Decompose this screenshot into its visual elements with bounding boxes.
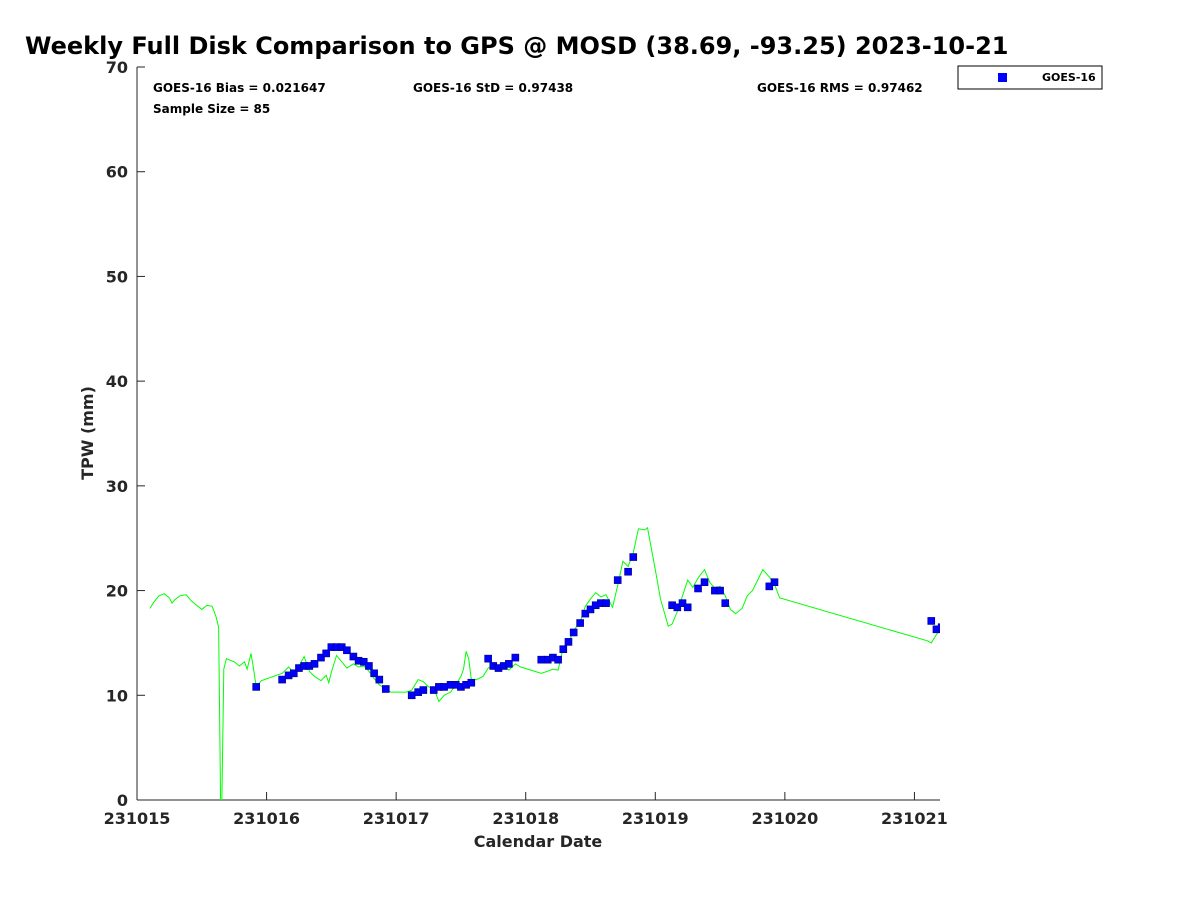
x-tick-label: 231018 <box>492 809 559 828</box>
data-point <box>976 660 983 667</box>
bias-stat: GOES-16 Bias = 0.021647 <box>153 81 326 95</box>
data-point <box>407 691 416 700</box>
data-point <box>993 660 1000 667</box>
data-point <box>943 620 950 627</box>
data-point <box>1013 633 1020 640</box>
data-point <box>569 628 578 637</box>
y-tick-label: 10 <box>106 686 128 705</box>
y-tick-label: 20 <box>106 582 128 601</box>
sample-size-stat: Sample Size = 85 <box>153 102 270 116</box>
chart-title: Weekly Full Disk Comparison to GPS @ MOS… <box>25 32 1008 60</box>
data-point <box>937 623 940 632</box>
data-point <box>1008 638 1015 645</box>
data-point <box>581 609 590 618</box>
data-point <box>694 584 702 593</box>
legend-marker <box>998 73 1007 82</box>
data-point <box>440 683 448 691</box>
x-tick-label: 231019 <box>622 809 689 828</box>
data-point <box>365 662 373 670</box>
data-point <box>419 686 428 694</box>
x-tick-label: 231015 <box>104 809 171 828</box>
data-point <box>310 660 319 668</box>
data-point <box>673 603 682 612</box>
plot-area <box>149 526 1037 800</box>
data-point <box>683 603 692 612</box>
data-point <box>537 655 546 664</box>
data-point <box>349 652 358 661</box>
y-tick-label: 70 <box>106 58 128 77</box>
data-point <box>370 669 378 678</box>
data-point <box>770 578 779 586</box>
x-tick-label: 231016 <box>233 809 300 828</box>
data-point <box>317 653 325 662</box>
data-point <box>505 660 513 668</box>
data-point <box>375 675 384 684</box>
data-point <box>721 599 730 607</box>
gps-line <box>149 526 940 800</box>
legend-label: GOES-16 <box>1042 71 1096 84</box>
y-axis-label: TPW (mm) <box>78 386 97 480</box>
data-point <box>1003 648 1010 655</box>
data-point <box>613 576 622 584</box>
data-point <box>629 553 638 561</box>
data-point <box>252 683 261 691</box>
data-point <box>1018 628 1025 635</box>
data-point <box>484 654 492 663</box>
data-point <box>559 645 568 654</box>
rms-stat: GOES-16 RMS = 0.97462 <box>757 81 923 95</box>
data-point <box>467 678 476 687</box>
data-point <box>1025 624 1032 631</box>
data-point <box>765 582 774 591</box>
legend-box <box>957 65 1103 90</box>
y-tick-label: 50 <box>106 267 128 286</box>
y-tick-label: 40 <box>106 372 128 391</box>
data-point <box>278 675 286 684</box>
x-tick-label: 231020 <box>751 809 818 828</box>
data-point <box>716 586 724 595</box>
y-ticks: 0 10 20 30 40 50 60 70 <box>106 58 145 810</box>
data-point <box>564 638 573 646</box>
data-point <box>960 624 967 631</box>
std-stat: GOES-16 StD = 0.97438 <box>413 81 573 95</box>
data-point <box>927 617 936 625</box>
y-tick-label: 30 <box>106 477 128 496</box>
data-point <box>965 644 972 651</box>
data-point <box>359 657 368 666</box>
data-point <box>289 669 298 678</box>
data-point <box>586 605 595 614</box>
data-point <box>381 685 390 693</box>
data-point <box>678 599 687 607</box>
data-point <box>949 622 956 629</box>
data-point <box>971 652 978 659</box>
y-tick-label: 0 <box>117 791 128 810</box>
data-point <box>1030 624 1037 631</box>
x-tick-label: 231017 <box>363 809 430 828</box>
data-point <box>954 624 961 631</box>
data-point <box>576 619 584 627</box>
data-point <box>343 646 351 655</box>
axes <box>136 67 940 801</box>
x-axis-label: Calendar Date <box>474 832 603 851</box>
data-point <box>602 599 610 607</box>
x-ticks: 231015 231016 231017 231018 231019 231020 2310… <box>104 792 948 828</box>
data-point <box>511 653 520 662</box>
y-tick-label: 60 <box>106 163 128 182</box>
data-point <box>986 660 993 667</box>
x-tick-label: 231021 <box>881 809 948 828</box>
data-point <box>322 649 330 658</box>
data-point <box>981 660 988 667</box>
data-point <box>554 655 562 664</box>
data-point <box>998 654 1005 661</box>
legend: GOES-16 <box>957 65 1103 90</box>
data-point <box>624 567 632 576</box>
data-point <box>700 578 709 586</box>
